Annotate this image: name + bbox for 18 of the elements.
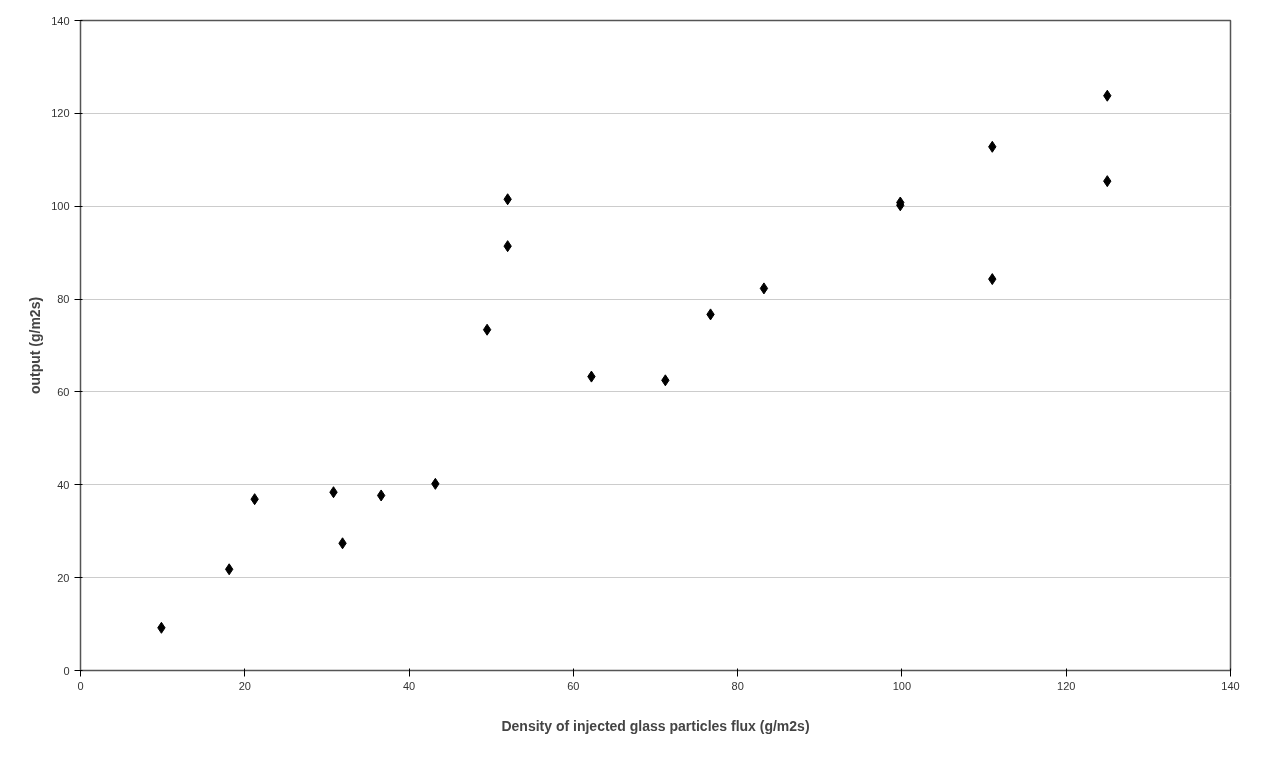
y-tick-label: 0 [63, 664, 70, 677]
y-tick-label: 80 [57, 293, 70, 306]
x-tick-label: 20 [238, 679, 251, 692]
x-tick-label: 40 [402, 679, 416, 692]
x-tick-label: 100 [892, 679, 912, 692]
x-tick-label: 120 [1057, 679, 1076, 692]
x-axis-title: Density of injected glass particles flux (g/m2s) [501, 717, 810, 734]
x-tick-label: 140 [1221, 679, 1240, 692]
y-tick-label: 140 [51, 14, 70, 27]
x-tick-label: 60 [567, 679, 580, 692]
y-tick-label: 20 [57, 571, 70, 584]
y-axis-title: output (g/m2s) [27, 296, 44, 395]
y-tick-label: 100 [51, 200, 70, 213]
x-tick-label: 80 [731, 679, 744, 692]
x-tick-label: 0 [77, 679, 84, 692]
y-tick-label: 120 [51, 107, 70, 120]
y-tick-label: 40 [57, 478, 70, 491]
y-tick-label: 60 [57, 385, 70, 398]
